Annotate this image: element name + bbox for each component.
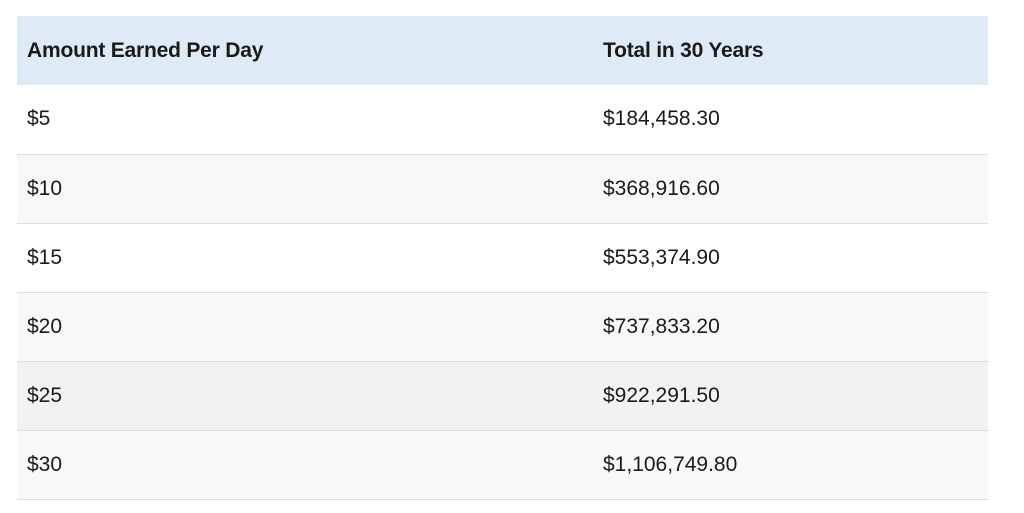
earnings-table-container: Amount Earned Per Day Total in 30 Years … (17, 16, 988, 500)
table-row: $5 $184,458.30 (17, 85, 988, 154)
table-row: $25 $922,291.50 (17, 361, 988, 430)
cell-amount-per-day: $10 (27, 176, 63, 200)
table-row: $10 $368,916.60 (17, 154, 988, 223)
cell-total-30-years: $184,458.30 (603, 107, 720, 131)
cell-amount-per-day: $20 (27, 314, 63, 338)
cell-total-30-years: $553,374.90 (603, 245, 720, 269)
cell-amount-per-day: $30 (27, 452, 63, 476)
cell-amount-per-day: $15 (27, 245, 63, 269)
cell-total-30-years: $1,106,749.80 (603, 452, 738, 476)
cell-total-30-years: $922,291.50 (603, 383, 720, 407)
table-row: $20 $737,833.20 (17, 292, 988, 361)
table-row: $15 $553,374.90 (17, 223, 988, 292)
cell-total-30-years: $737,833.20 (603, 314, 720, 338)
column-header-total-30-years: Total in 30 Years (603, 38, 764, 62)
table-header: Amount Earned Per Day Total in 30 Years (17, 16, 988, 85)
cell-total-30-years: $368,916.60 (603, 176, 720, 200)
column-header-amount-per-day: Amount Earned Per Day (27, 38, 264, 62)
earnings-table: Amount Earned Per Day Total in 30 Years … (17, 16, 988, 500)
table-row: $30 $1,106,749.80 (17, 430, 988, 499)
table-header-row: Amount Earned Per Day Total in 30 Years (17, 16, 988, 85)
cell-amount-per-day: $5 (27, 107, 51, 131)
table-body: $5 $184,458.30 $10 $368,916.60 $15 $553,… (17, 85, 988, 499)
cell-amount-per-day: $25 (27, 383, 63, 407)
